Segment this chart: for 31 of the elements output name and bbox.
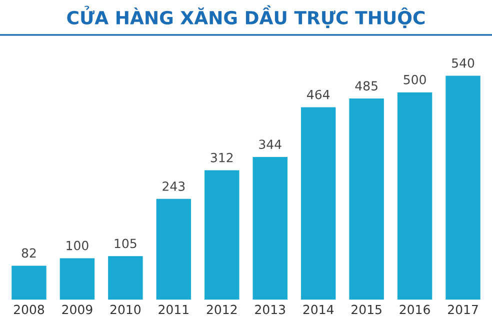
bar [12, 266, 46, 300]
data-label: 312 [210, 152, 233, 162]
chart-title: CỬA HÀNG XĂNG DẦU TRỰC THUỘC [67, 5, 425, 28]
x-tick-label: 2013 [255, 304, 286, 314]
data-label: 485 [355, 81, 378, 91]
bar [349, 98, 384, 300]
x-tick-label: 2008 [14, 304, 44, 314]
bar [300, 107, 336, 300]
bar [397, 92, 432, 300]
x-tick-label: 2011 [158, 304, 188, 314]
bar [446, 76, 480, 300]
x-tick-label: 2017 [448, 304, 478, 314]
data-label: 540 [452, 58, 474, 68]
data-label: 464 [307, 90, 330, 100]
bar [204, 170, 240, 300]
data-label: 82 [22, 248, 36, 258]
bar [60, 258, 95, 300]
data-label: 105 [114, 238, 136, 248]
x-tick-label: 2015 [352, 304, 382, 314]
data-label: 100 [66, 240, 88, 250]
data-label: 243 [162, 181, 185, 191]
x-tick-label: 2014 [303, 304, 334, 314]
data-label: 344 [259, 140, 282, 150]
x-tick-label: 2012 [206, 304, 237, 314]
data-label: 500 [404, 74, 426, 84]
x-tick-label: 2009 [62, 304, 92, 314]
bar [108, 256, 143, 300]
x-tick-label: 2016 [400, 304, 430, 314]
bar [252, 157, 288, 300]
x-tick-label: 2010 [110, 304, 141, 314]
bar [156, 198, 192, 300]
